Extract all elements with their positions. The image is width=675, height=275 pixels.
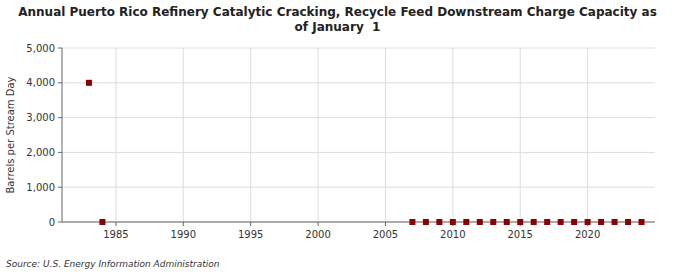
point <box>86 80 92 86</box>
point <box>450 219 456 225</box>
x-grid-line <box>452 48 453 222</box>
x-axis-line <box>62 222 655 223</box>
x-tick-label: 2000 <box>305 229 330 240</box>
y-tick-label: 3,000 <box>26 112 55 123</box>
point <box>625 219 631 225</box>
x-tick-label: 1985 <box>103 229 128 240</box>
y-tick-label: 0 <box>49 217 55 228</box>
point <box>504 219 510 225</box>
y-tick <box>58 82 62 83</box>
x-tick <box>183 222 184 226</box>
y-axis-line <box>62 48 63 222</box>
y-tick-label: 5,000 <box>26 43 55 54</box>
x-tick-label: 2015 <box>508 229 533 240</box>
x-tick <box>250 222 251 226</box>
x-grid-line <box>587 48 588 222</box>
y-grid-line <box>62 152 655 153</box>
chart: Annual Puerto Rico Refinery Catalytic Cr… <box>0 0 675 275</box>
y-tick <box>58 117 62 118</box>
x-tick <box>385 222 386 226</box>
point <box>598 219 604 225</box>
point <box>490 219 496 225</box>
point <box>571 219 577 225</box>
x-tick <box>318 222 319 226</box>
title-line: of January 1 <box>295 20 381 34</box>
x-tick-label: 2010 <box>440 229 465 240</box>
point <box>639 219 645 225</box>
y-tick <box>58 48 62 49</box>
y-grid-line <box>62 48 655 49</box>
y-tick-label: 1,000 <box>26 182 55 193</box>
x-grid-line <box>115 48 116 222</box>
point <box>585 219 591 225</box>
point <box>409 219 415 225</box>
point <box>612 219 618 225</box>
point <box>544 219 550 225</box>
points <box>86 80 645 225</box>
y-axis-label: Barrels per Stream Day <box>5 76 16 193</box>
y-grid-line <box>62 222 655 223</box>
y-tick <box>58 222 62 223</box>
y-grid-line <box>62 82 655 83</box>
x-grid-line <box>520 48 521 222</box>
y-tick <box>58 187 62 188</box>
grid <box>62 48 655 222</box>
point <box>423 219 429 225</box>
y-tick-label: 4,000 <box>26 77 55 88</box>
x-grid-line <box>318 48 319 222</box>
point <box>463 219 469 225</box>
point <box>531 219 537 225</box>
point <box>558 219 564 225</box>
x-tick <box>115 222 116 226</box>
point <box>436 219 442 225</box>
x-grid-line <box>250 48 251 222</box>
y-grid-line <box>62 187 655 188</box>
y-tick <box>58 152 62 153</box>
x-tick-label: 2005 <box>373 229 398 240</box>
x-tick-label: 2020 <box>575 229 600 240</box>
y-grid-line <box>62 117 655 118</box>
source: Source: U.S. Energy Information Administ… <box>6 259 220 269</box>
point <box>517 219 523 225</box>
title: Annual Puerto Rico Refinery Catalytic Cr… <box>18 5 657 34</box>
x-grid-line <box>183 48 184 222</box>
x-tick-label: 1990 <box>171 229 196 240</box>
y-tick-label: 2,000 <box>26 147 55 158</box>
point <box>99 219 105 225</box>
title-line: Annual Puerto Rico Refinery Catalytic Cr… <box>18 5 657 19</box>
x-grid-line <box>385 48 386 222</box>
point <box>477 219 483 225</box>
x-tick-label: 1995 <box>238 229 263 240</box>
